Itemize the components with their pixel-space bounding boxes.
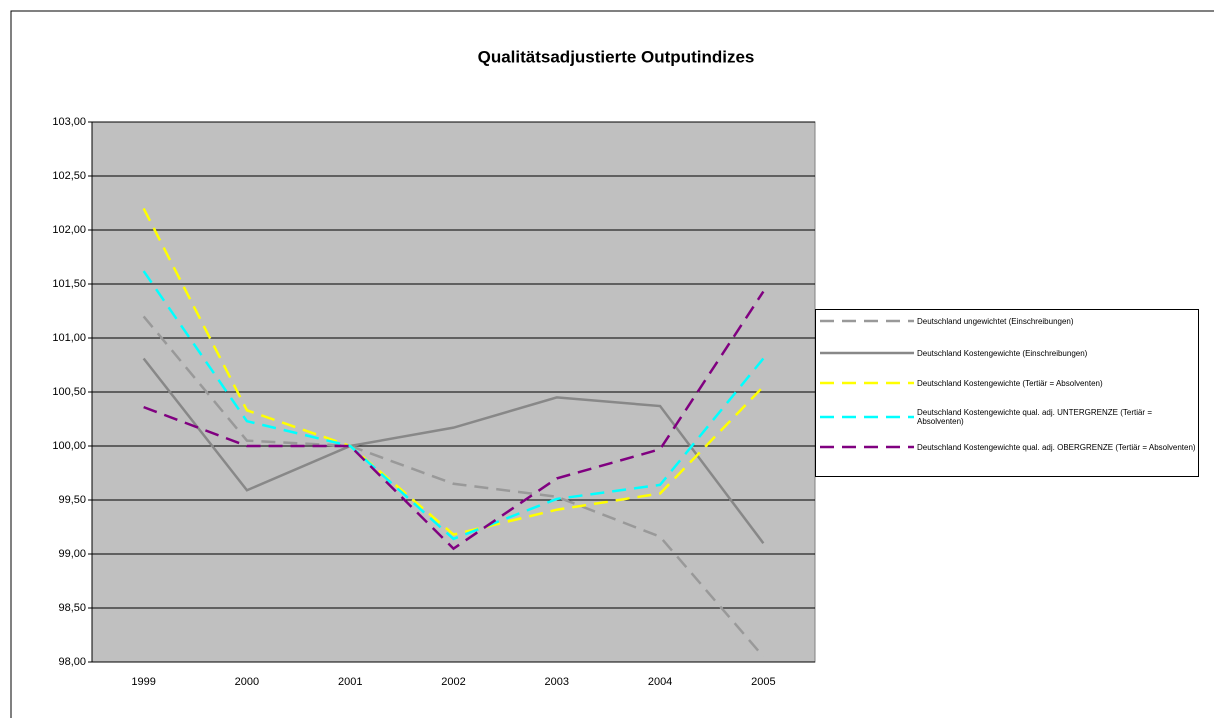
legend-label: Deutschland Kostengewichte qual. adj. OB… [917,442,1196,452]
legend: Deutschland ungewichtet (Einschreibungen… [815,309,1199,477]
legend-label: Deutschland ungewichtet (Einschreibungen… [917,316,1074,326]
y-tick-label: 101,50 [52,278,86,290]
legend-entry: Deutschland Kostengewichte qual. adj. UN… [820,408,1197,426]
legend-label: Deutschland Kostengewichte (Tertiär = Ab… [917,378,1103,388]
y-tick-label: 98,00 [58,656,86,668]
y-tick-label: 102,50 [52,170,86,182]
y-tick-label: 99,50 [58,494,86,506]
series-line [142,270,765,541]
y-tick-label: 100,00 [52,440,86,452]
series-line [142,207,765,536]
x-tick-label: 2005 [751,676,775,688]
chart-title: Qualitätsadjustierte Outputindizes [478,47,755,66]
x-tick-label: 2000 [235,676,259,688]
series-line [143,290,765,551]
series-line [142,357,765,544]
y-tick-label: 98,50 [58,602,86,614]
legend-swatch [820,445,914,449]
series-line [142,315,765,658]
y-tick-label: 102,00 [52,224,86,236]
legend-swatch [820,381,914,385]
legend-entry: Deutschland Kostengewichte (Tertiär = Ab… [820,378,1197,388]
legend-label: Deutschland Kostengewichte (Einschreibun… [917,348,1088,358]
legend-swatch [820,415,914,419]
x-tick-label: 2004 [648,676,672,688]
y-tick-label: 99,00 [58,548,86,560]
legend-label: Deutschland Kostengewichte qual. adj. UN… [917,408,1152,426]
y-tick-label: 100,50 [52,386,86,398]
y-tick-label: 103,00 [52,116,86,128]
x-tick-label: 2002 [441,676,465,688]
legend-entry: Deutschland ungewichtet (Einschreibungen… [820,316,1197,326]
y-tick-label: 101,00 [52,332,86,344]
legend-swatch [820,351,914,355]
x-tick-label: 2003 [545,676,569,688]
legend-swatch [820,319,914,323]
x-tick-label: 1999 [131,676,155,688]
x-tick-label: 2001 [338,676,362,688]
legend-entry: Deutschland Kostengewichte (Einschreibun… [820,348,1197,358]
legend-entry: Deutschland Kostengewichte qual. adj. OB… [820,442,1197,452]
